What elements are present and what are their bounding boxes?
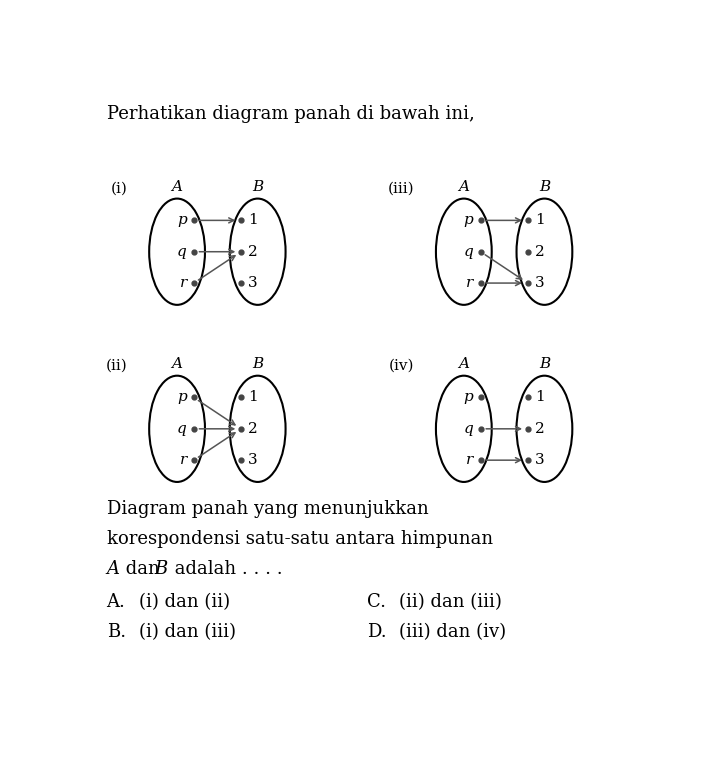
Text: (i) dan (iii): (i) dan (iii) bbox=[139, 623, 236, 641]
Text: Perhatikan diagram panah di bawah ini,: Perhatikan diagram panah di bawah ini, bbox=[107, 105, 474, 124]
Text: q: q bbox=[177, 245, 187, 259]
Text: 2: 2 bbox=[535, 245, 544, 259]
Text: q: q bbox=[464, 245, 473, 259]
Text: A: A bbox=[107, 560, 120, 578]
Text: 1: 1 bbox=[535, 214, 544, 227]
Text: C.: C. bbox=[367, 593, 386, 611]
Text: p: p bbox=[464, 391, 473, 404]
Text: 1: 1 bbox=[535, 391, 544, 404]
Text: D.: D. bbox=[367, 623, 387, 641]
Text: B: B bbox=[539, 180, 550, 194]
Text: (ii) dan (iii): (ii) dan (iii) bbox=[400, 593, 503, 611]
Text: (i) dan (ii): (i) dan (ii) bbox=[139, 593, 231, 611]
Text: 2: 2 bbox=[535, 422, 544, 436]
Text: korespondensi satu-satu antara himpunan: korespondensi satu-satu antara himpunan bbox=[107, 530, 493, 548]
Text: A: A bbox=[458, 180, 469, 194]
Text: p: p bbox=[177, 214, 187, 227]
Text: (i): (i) bbox=[110, 182, 127, 195]
Text: adalah . . . .: adalah . . . . bbox=[168, 560, 282, 578]
Text: B: B bbox=[252, 180, 263, 194]
Text: B.: B. bbox=[107, 623, 126, 641]
Text: r: r bbox=[180, 276, 187, 290]
Text: q: q bbox=[464, 422, 473, 436]
Text: 3: 3 bbox=[248, 453, 258, 467]
Text: A.: A. bbox=[107, 593, 125, 611]
Text: 3: 3 bbox=[248, 276, 258, 290]
Text: (iv): (iv) bbox=[389, 359, 415, 372]
Text: 3: 3 bbox=[535, 276, 544, 290]
Text: r: r bbox=[466, 453, 473, 467]
Text: (iii) dan (iv): (iii) dan (iv) bbox=[400, 623, 507, 641]
Text: B: B bbox=[252, 357, 263, 371]
Text: r: r bbox=[180, 453, 187, 467]
Text: B: B bbox=[539, 357, 550, 371]
Text: 1: 1 bbox=[248, 391, 258, 404]
Text: p: p bbox=[177, 391, 187, 404]
Text: 2: 2 bbox=[248, 422, 258, 436]
Text: 1: 1 bbox=[248, 214, 258, 227]
Text: dan: dan bbox=[120, 560, 165, 578]
Text: B: B bbox=[155, 560, 168, 578]
Text: r: r bbox=[466, 276, 473, 290]
Text: q: q bbox=[177, 422, 187, 436]
Text: 3: 3 bbox=[535, 453, 544, 467]
Text: (iii): (iii) bbox=[387, 182, 415, 195]
Text: p: p bbox=[464, 214, 473, 227]
Text: 2: 2 bbox=[248, 245, 258, 259]
Text: A: A bbox=[458, 357, 469, 371]
Text: A: A bbox=[172, 357, 183, 371]
Text: (ii): (ii) bbox=[106, 359, 127, 372]
Text: Diagram panah yang menunjukkan: Diagram panah yang menunjukkan bbox=[107, 501, 428, 518]
Text: A: A bbox=[172, 180, 183, 194]
